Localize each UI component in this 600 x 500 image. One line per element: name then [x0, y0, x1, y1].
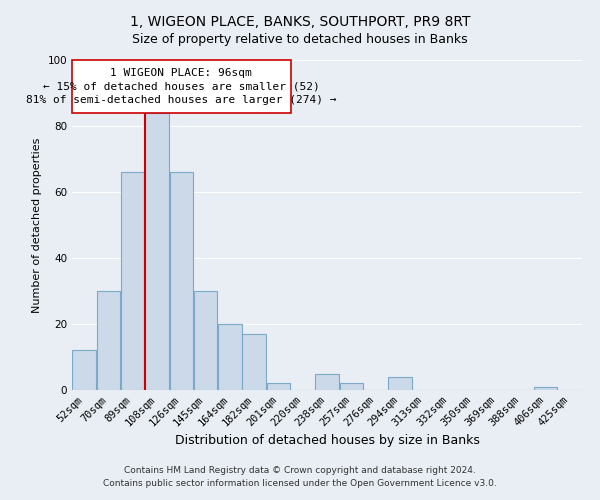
Text: 1 WIGEON PLACE: 96sqm: 1 WIGEON PLACE: 96sqm [110, 68, 252, 78]
Text: Contains HM Land Registry data © Crown copyright and database right 2024.
Contai: Contains HM Land Registry data © Crown c… [103, 466, 497, 487]
Bar [73, 350, 96, 390]
Bar [121, 172, 145, 390]
X-axis label: Distribution of detached houses by size in Banks: Distribution of detached houses by size … [175, 434, 479, 447]
FancyBboxPatch shape [72, 60, 290, 113]
Bar [145, 113, 169, 390]
Text: 1, WIGEON PLACE, BANKS, SOUTHPORT, PR9 8RT: 1, WIGEON PLACE, BANKS, SOUTHPORT, PR9 8… [130, 15, 470, 29]
Bar [194, 291, 217, 390]
Bar [97, 291, 120, 390]
Bar [242, 334, 266, 390]
Y-axis label: Number of detached properties: Number of detached properties [32, 138, 42, 312]
Bar [218, 324, 242, 390]
Text: Size of property relative to detached houses in Banks: Size of property relative to detached ho… [132, 32, 468, 46]
Bar [534, 386, 557, 390]
Text: 81% of semi-detached houses are larger (274) →: 81% of semi-detached houses are larger (… [26, 94, 337, 104]
Bar [266, 384, 290, 390]
Bar [170, 172, 193, 390]
Bar [340, 384, 363, 390]
Bar [388, 377, 412, 390]
Bar [315, 374, 339, 390]
Text: ← 15% of detached houses are smaller (52): ← 15% of detached houses are smaller (52… [43, 82, 320, 92]
